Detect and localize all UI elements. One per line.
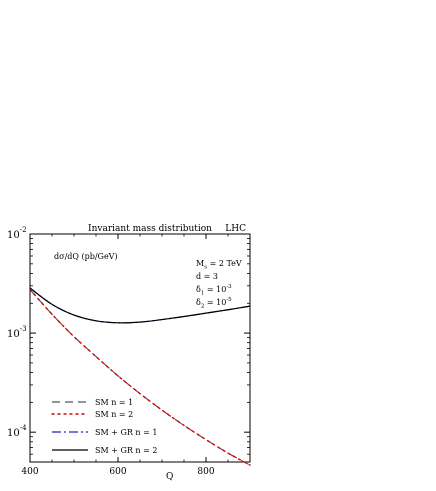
x-axis-ticks: 400 600 800: [21, 234, 251, 477]
corner-label: LHC: [225, 224, 246, 234]
parameter-line: δ1 = 10-3: [196, 284, 232, 297]
legend-label: SM n = 2: [95, 410, 133, 419]
parameter-line: δ2 = 10-5: [196, 297, 232, 310]
parameter-line: Ms = 2 TeV: [196, 259, 242, 271]
x-axis-label: Q: [166, 472, 173, 482]
x-tick-label: 400: [21, 467, 38, 477]
legend: SM n = 1 SM n = 2 SM + GR n = 1 SM + GR n =…: [51, 398, 157, 455]
legend-label: SM + GR n = 2: [95, 446, 157, 455]
y-axis-ticks: 10-2 10-3 10-4: [7, 226, 250, 463]
series-layer: [29, 287, 251, 466]
y-tick-label: 10-3: [7, 325, 27, 340]
series-line-4: [29, 287, 251, 324]
y-tick-label: 10-4: [7, 424, 27, 439]
y-tick-label: 10-2: [7, 226, 27, 241]
x-tick-label: 600: [109, 467, 126, 477]
x-tick-label: 800: [197, 467, 214, 477]
chart-title: Invariant mass distribution: [88, 224, 212, 234]
parameter-line: d = 3: [196, 272, 218, 281]
y-axis-label: dσ/dQ (pb/GeV): [54, 252, 118, 261]
series-line-2: [29, 288, 251, 466]
legend-label: SM + GR n = 1: [95, 428, 157, 437]
legend-label: SM n = 1: [95, 398, 133, 407]
series-line-1: [29, 289, 251, 466]
